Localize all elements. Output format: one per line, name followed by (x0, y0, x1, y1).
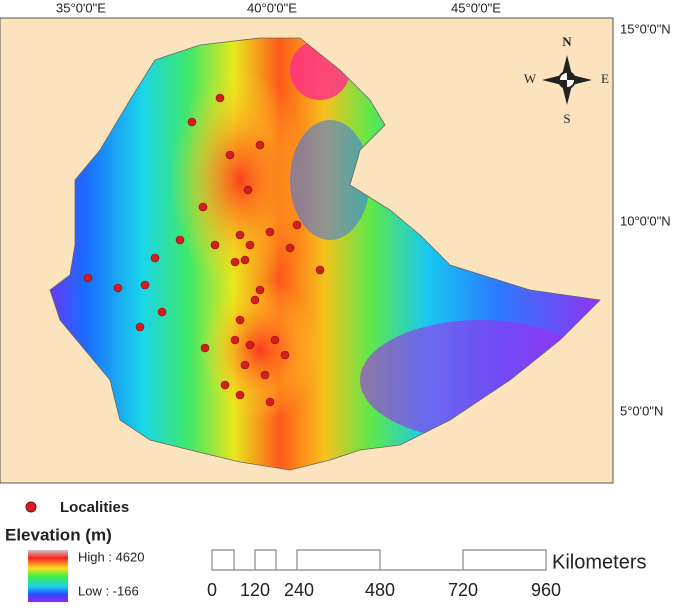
legend-high: High : 4620 (78, 549, 145, 564)
legend: Localities Elevation (m) High : 4620 Low… (5, 499, 145, 602)
longitude-label: 45°0'0"E (451, 0, 501, 15)
scale-label: 240 (284, 580, 314, 600)
country-outline (49, 37, 601, 471)
scale-bar: 0 120 240 480 720 960 Kilometers (207, 549, 646, 600)
scale-label: 720 (448, 580, 478, 600)
legend-low: Low : -166 (78, 583, 139, 598)
color-ramp (28, 550, 68, 602)
localities (83, 93, 325, 407)
scale-label: 0 (207, 580, 217, 600)
compass-north: N (562, 34, 572, 49)
compass: N S E W (524, 34, 609, 126)
legend-points: Localities (60, 499, 129, 516)
longitude-label: 35°0'0"E (56, 0, 106, 15)
scale-label: 120 (240, 580, 270, 600)
scale-label: 480 (365, 580, 395, 600)
latitude-label: 5°0'0"N (620, 403, 663, 418)
legend-marker (25, 501, 37, 513)
longitude-label: 40°0'0"E (247, 0, 297, 15)
latitude-labels: 15°0'0"N 10°0'0"N 5°0'0"N (620, 21, 671, 418)
scale-label: 960 (531, 580, 561, 600)
compass-south: S (563, 111, 570, 126)
scale-unit: Kilometers (552, 551, 646, 573)
compass-west: W (524, 71, 537, 86)
latitude-label: 15°0'0"N (620, 21, 671, 36)
latitude-label: 10°0'0"N (620, 213, 671, 228)
longitude-labels: 35°0'0"E 40°0'0"E 45°0'0"E (56, 0, 501, 15)
compass-east: E (601, 71, 609, 86)
legend-elevation-title: Elevation (m) (5, 525, 112, 544)
